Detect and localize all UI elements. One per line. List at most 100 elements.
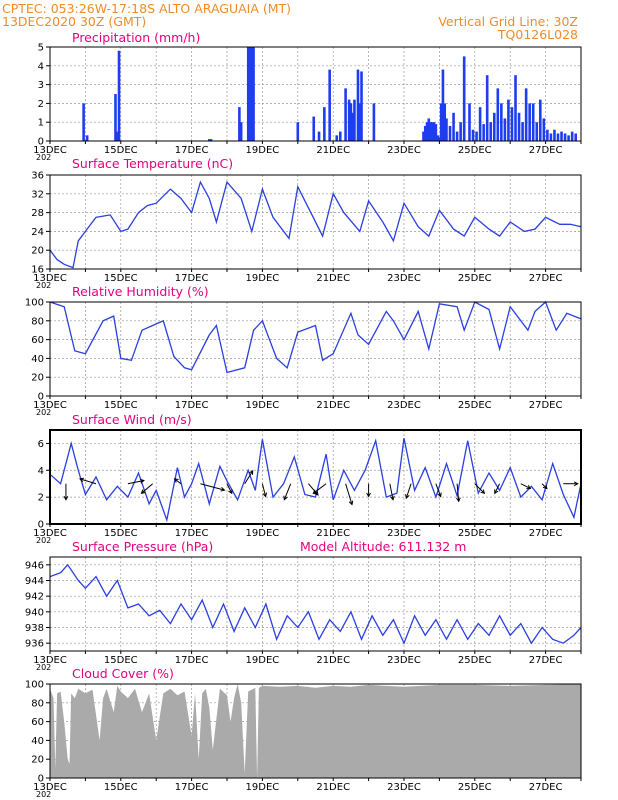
xtick-label: 13DEC xyxy=(33,400,67,411)
ytick-label: 0 xyxy=(38,774,44,785)
grid-pres xyxy=(50,557,581,651)
precip-bar xyxy=(507,99,510,141)
wind-arrow xyxy=(494,483,501,494)
precip-bar xyxy=(500,103,503,141)
header-station: CPTEC: 053:26W-17:18S ALTO ARAGUAIA (MT) xyxy=(2,1,291,16)
ytick-label: 60 xyxy=(31,335,44,346)
wind-arrow xyxy=(261,483,267,497)
precip-bar xyxy=(443,103,447,141)
wind-arrow-head xyxy=(63,495,69,501)
xtick-label: 23DEC xyxy=(387,145,421,156)
precip-bar xyxy=(528,103,531,141)
precip-bar xyxy=(239,122,243,141)
panel-title-cloud: Cloud Cover (%) xyxy=(72,666,174,681)
wind-arrow-head xyxy=(456,497,461,503)
precip-bar xyxy=(439,103,443,141)
precip-bar xyxy=(432,122,436,141)
precip-bar xyxy=(462,56,466,141)
precip-bar xyxy=(574,133,577,141)
header-grid-line: Vertical Grid Line: 30Z xyxy=(438,14,578,29)
grid-rh xyxy=(50,302,581,396)
precip-bar xyxy=(248,47,252,141)
xtick-label: 15DEC xyxy=(104,145,138,156)
precip-bar xyxy=(517,112,521,141)
ytick-label: 40 xyxy=(31,354,44,365)
precip-bar xyxy=(349,103,353,141)
precip-bar xyxy=(570,131,574,141)
xtick-label: 27DEC xyxy=(529,145,563,156)
ytick-label: 40 xyxy=(31,736,44,747)
xtick-label: 13DEC xyxy=(33,145,67,156)
precip-bar xyxy=(524,88,528,141)
ytick-label: 36 xyxy=(31,171,44,182)
xtick-label: 25DEC xyxy=(458,273,492,284)
precip-bar xyxy=(496,88,500,141)
rh-line xyxy=(49,300,582,374)
xtick-year-truncated: 202 xyxy=(36,281,51,290)
precip-bar xyxy=(360,71,363,141)
xtick-label: 25DEC xyxy=(458,782,492,793)
xtick-label: 23DEC xyxy=(387,655,421,666)
ytick-label: 946 xyxy=(25,560,44,571)
ytick-label: 0 xyxy=(38,137,44,148)
ytick-label: 4 xyxy=(38,61,44,72)
ytick-label: 4 xyxy=(38,466,44,477)
wind-arrow xyxy=(456,483,460,502)
precip-bar xyxy=(427,118,431,141)
wind-arrow-head xyxy=(348,500,354,506)
wind-arrow-head xyxy=(480,489,486,495)
wind-arrow xyxy=(79,478,97,485)
xtick-label: 19DEC xyxy=(246,145,280,156)
precip-bar xyxy=(482,124,485,141)
precip-bar xyxy=(455,131,459,141)
precip-bar xyxy=(317,131,321,141)
precip-bar xyxy=(546,129,549,141)
xtick-label: 13DEC xyxy=(33,782,67,793)
xtick-label: 21DEC xyxy=(316,400,350,411)
grid-wind xyxy=(50,430,581,524)
xtick-label: 23DEC xyxy=(387,782,421,793)
wind-arrow-head xyxy=(283,495,288,501)
precip-bar xyxy=(531,103,535,141)
panel-title-precip: Precipitation (mm/h) xyxy=(72,30,200,45)
ytick-label: 1 xyxy=(38,118,44,129)
xtick-label: 13DEC xyxy=(33,273,67,284)
precip-bar xyxy=(485,75,489,141)
xtick-label: 17DEC xyxy=(175,400,209,411)
xtick-label: 15DEC xyxy=(104,400,138,411)
precip-bar xyxy=(438,137,441,141)
xtick-label: 21DEC xyxy=(316,528,350,539)
precip-bar xyxy=(347,99,351,141)
precip-bar xyxy=(549,133,553,141)
precip-bar xyxy=(323,107,326,141)
ytick-label: 24 xyxy=(31,227,44,238)
precip-bar xyxy=(372,103,376,141)
xtick-label: 13DEC xyxy=(33,655,67,666)
precip-bar xyxy=(445,118,448,141)
wind-arrow xyxy=(141,483,153,494)
precip-bar xyxy=(436,135,439,141)
ytick-label: 940 xyxy=(25,607,44,618)
frame-temp xyxy=(49,174,582,270)
wind-arrow-head xyxy=(228,489,233,495)
xtick-label: 15DEC xyxy=(104,528,138,539)
panel-pres: Surface Pressure (hPa) Model Altitude: 61… xyxy=(25,539,582,672)
wind-arrow-head xyxy=(405,494,410,500)
precip-bar xyxy=(567,135,570,141)
precip-bar xyxy=(425,122,429,141)
precip-bar xyxy=(338,131,342,141)
xtick-label: 23DEC xyxy=(387,400,421,411)
precip-bar xyxy=(553,129,556,141)
frame-cloud xyxy=(49,683,582,779)
precip-bar xyxy=(429,122,432,141)
wind-arrow xyxy=(405,483,412,499)
xtick-label: 17DEC xyxy=(175,273,209,284)
precip-bar xyxy=(434,124,438,141)
wind-arrow xyxy=(127,480,144,485)
panel-title-temp: Surface Temperature (nC) xyxy=(72,156,233,171)
panels: Precipitation (mm/h) 0 1 2 3 4 5 13DEC 15DEC 17DE… xyxy=(25,30,582,799)
ytick-label: 100 xyxy=(25,298,44,309)
precip-bar xyxy=(542,118,546,141)
xtick-label: 23DEC xyxy=(387,273,421,284)
precip-bar xyxy=(351,112,354,141)
